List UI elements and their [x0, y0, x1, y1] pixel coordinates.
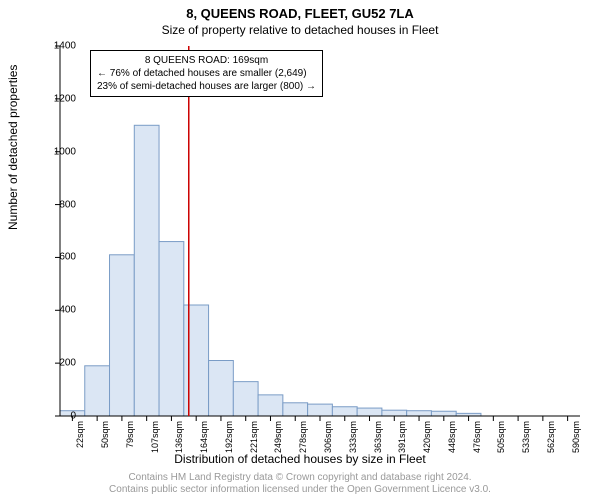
histogram-bar	[357, 408, 382, 416]
annotation-line: ← 76% of detached houses are smaller (2,…	[97, 67, 316, 80]
histogram-bar	[209, 361, 234, 417]
chart-main-title: 8, QUEENS ROAD, FLEET, GU52 7LA	[0, 0, 600, 21]
x-tick-label: 590sqm	[571, 421, 581, 453]
x-tick-label: 533sqm	[521, 421, 531, 453]
x-tick-label: 107sqm	[150, 421, 160, 453]
histogram-bar	[110, 255, 135, 416]
credits: Contains HM Land Registry data © Crown c…	[0, 472, 600, 496]
annotation-line: 23% of semi-detached houses are larger (…	[97, 80, 316, 93]
histogram-bar	[431, 411, 456, 416]
x-tick-label: 22sqm	[75, 421, 85, 448]
y-tick-label: 1000	[54, 146, 76, 157]
x-tick-label: 448sqm	[447, 421, 457, 453]
histogram-bar	[85, 366, 110, 416]
y-axis-label: Number of detached properties	[6, 65, 20, 230]
histogram-plot	[60, 46, 580, 416]
x-tick-label: 136sqm	[174, 421, 184, 453]
y-tick-label: 1400	[54, 41, 76, 52]
x-axis-label: Distribution of detached houses by size …	[0, 452, 600, 466]
credits-line1: Contains HM Land Registry data © Crown c…	[0, 472, 600, 484]
annotation-line: 8 QUEENS ROAD: 169sqm	[97, 54, 316, 67]
chart-sub-title: Size of property relative to detached ho…	[0, 21, 600, 37]
y-tick-label: 0	[70, 411, 76, 422]
histogram-bar	[382, 410, 407, 416]
histogram-bar	[407, 411, 432, 416]
x-tick-label: 164sqm	[199, 421, 209, 453]
x-tick-label: 192sqm	[224, 421, 234, 453]
y-tick-label: 200	[59, 358, 76, 369]
x-tick-label: 278sqm	[298, 421, 308, 453]
credits-line2: Contains public sector information licen…	[0, 484, 600, 496]
histogram-bar	[134, 125, 159, 416]
y-tick-label: 800	[59, 199, 76, 210]
histogram-bar	[258, 395, 283, 416]
x-tick-label: 420sqm	[422, 421, 432, 453]
x-tick-label: 476sqm	[472, 421, 482, 453]
x-tick-label: 249sqm	[273, 421, 283, 453]
y-tick-label: 1200	[54, 93, 76, 104]
histogram-bar	[308, 404, 333, 416]
histogram-bar	[283, 403, 308, 416]
y-tick-label: 600	[59, 252, 76, 263]
x-tick-label: 391sqm	[397, 421, 407, 453]
x-tick-label: 333sqm	[348, 421, 358, 453]
x-tick-label: 562sqm	[546, 421, 556, 453]
x-tick-label: 306sqm	[323, 421, 333, 453]
x-tick-label: 221sqm	[249, 421, 259, 453]
x-tick-label: 50sqm	[100, 421, 110, 448]
histogram-bar	[184, 305, 209, 416]
x-tick-label: 79sqm	[125, 421, 135, 448]
annotation-box: 8 QUEENS ROAD: 169sqm← 76% of detached h…	[90, 50, 323, 97]
y-tick-label: 400	[59, 305, 76, 316]
histogram-bar	[159, 242, 184, 416]
chart-area	[60, 46, 580, 416]
histogram-bar	[332, 407, 357, 416]
histogram-bar	[233, 382, 258, 416]
x-tick-label: 363sqm	[373, 421, 383, 453]
x-tick-label: 505sqm	[496, 421, 506, 453]
